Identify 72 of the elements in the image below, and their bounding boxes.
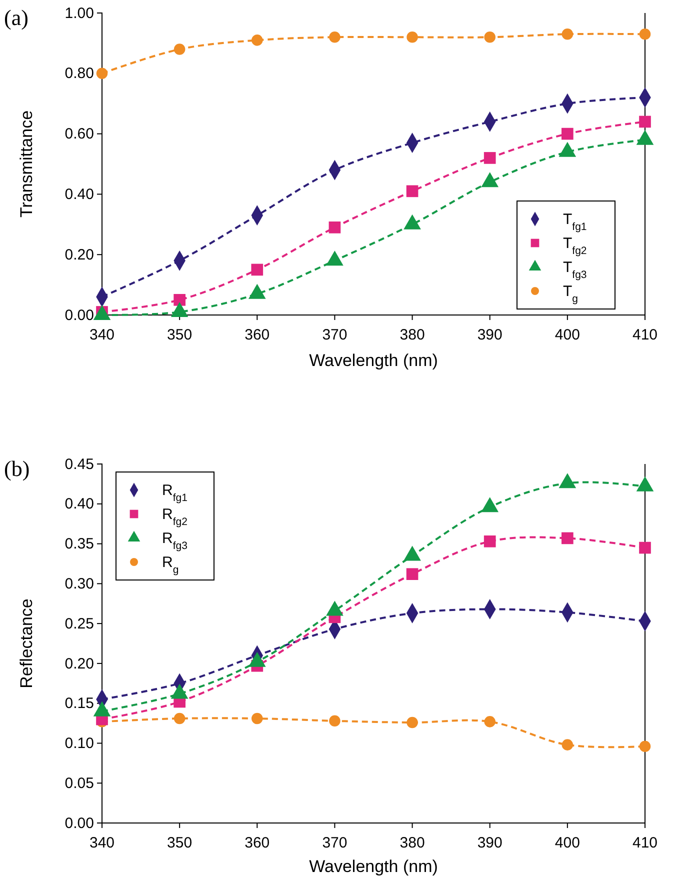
y-tick-label: 0.00 xyxy=(64,814,94,832)
x-tick-label: 370 xyxy=(322,834,348,852)
x-tick-label: 360 xyxy=(244,834,270,852)
point xyxy=(639,542,651,554)
x-tick-label: 360 xyxy=(244,326,270,344)
point xyxy=(251,264,264,276)
point xyxy=(406,568,418,580)
legend-label: R$_{fg2}$ xyxy=(162,506,188,528)
y-tick-label: 0.20 xyxy=(64,655,94,672)
x-tick-label: 400 xyxy=(554,326,580,344)
legend-label: R$_{fg1}$ xyxy=(162,482,188,504)
y-tick-label: 0.40 xyxy=(64,186,94,203)
legend-label: T$_{fg1}$ xyxy=(563,211,587,233)
y-tick-label: 0.10 xyxy=(64,735,94,752)
point xyxy=(562,532,574,544)
x-tick-label: 340 xyxy=(89,834,115,852)
point xyxy=(484,535,496,548)
text: (b) xyxy=(4,456,30,481)
point xyxy=(96,68,108,80)
legend-label: T$_{fg3}$ xyxy=(563,259,587,281)
y-tick-label: 0.00 xyxy=(64,306,94,324)
point xyxy=(639,28,651,40)
x-tick-label: 350 xyxy=(167,834,192,852)
x-tick-label: 350 xyxy=(167,326,192,344)
point xyxy=(562,128,574,140)
point xyxy=(252,712,263,724)
y-tick-label: 0.30 xyxy=(64,575,94,592)
point xyxy=(484,32,496,43)
legend-label: T$_{fg2}$ xyxy=(563,235,587,257)
y-tick-label: 0.40 xyxy=(64,496,94,513)
x-tick-label: 380 xyxy=(400,326,425,344)
y-tick-label: 0.80 xyxy=(64,65,94,82)
x-tick-label: 390 xyxy=(477,834,502,852)
x-tick-label: 400 xyxy=(554,834,580,852)
point xyxy=(484,716,496,728)
y-tick-label: 0.45 xyxy=(64,456,94,473)
x-tick-label: 410 xyxy=(632,326,658,344)
text: (a) xyxy=(4,5,28,30)
x-tick-label: 380 xyxy=(400,834,425,852)
point xyxy=(639,116,651,128)
point xyxy=(174,44,186,55)
point xyxy=(406,716,418,728)
x-axis-title: Wavelength (nm) xyxy=(309,857,438,876)
point xyxy=(174,712,186,724)
point xyxy=(174,294,186,306)
y-tick-label: 0.25 xyxy=(64,615,94,632)
x-tick-label: 410 xyxy=(632,834,658,852)
point xyxy=(406,32,418,43)
x-tick-label: 390 xyxy=(477,326,502,344)
x-tick-label: 370 xyxy=(322,326,348,344)
y-tick-label: 0.35 xyxy=(64,536,94,553)
legend-label: T$_{g}$ xyxy=(563,283,578,305)
x-axis-title: Wavelength (nm) xyxy=(309,351,438,370)
point xyxy=(329,32,340,43)
x-tick-label: 340 xyxy=(89,326,115,344)
y-tick-label: 0.60 xyxy=(64,126,94,143)
y-axis-title: Reflectance xyxy=(17,598,36,688)
point xyxy=(406,185,418,198)
y-tick-label: 0.20 xyxy=(64,246,94,264)
y-tick-label: 1.00 xyxy=(64,4,94,22)
point xyxy=(252,34,263,46)
point xyxy=(484,152,496,164)
legend-label: R$_{g}$ xyxy=(162,554,179,576)
legend-label: R$_{fg3}$ xyxy=(162,530,188,552)
point xyxy=(562,739,574,750)
point xyxy=(639,740,651,752)
point xyxy=(329,715,340,727)
y-tick-label: 0.15 xyxy=(64,695,94,712)
y-tick-label: 0.05 xyxy=(64,774,94,792)
y-axis-title: Transmittance xyxy=(17,110,36,218)
point xyxy=(328,222,341,234)
point xyxy=(562,28,574,40)
